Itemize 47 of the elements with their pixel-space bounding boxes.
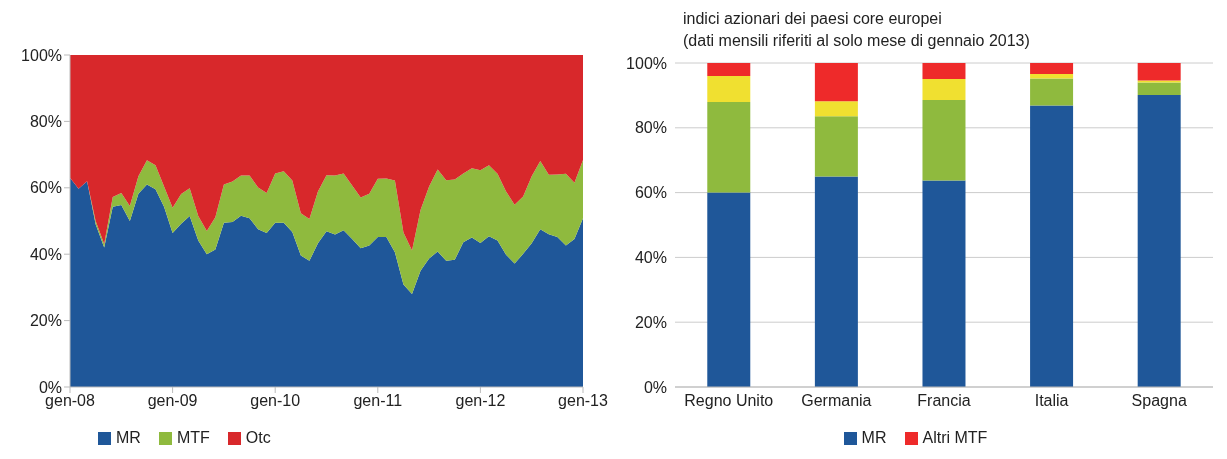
legend-label: Altri MTF	[922, 429, 988, 447]
bar	[814, 176, 858, 387]
bar	[707, 75, 751, 102]
bar	[1030, 78, 1074, 106]
x-tick-label: gen-09	[147, 392, 198, 410]
x-tick-label: Italia	[1034, 392, 1069, 410]
y-tick-label: 60%	[29, 179, 62, 197]
y-tick-label: 100%	[21, 46, 62, 64]
y-tick-label: 20%	[29, 312, 62, 330]
y-tick-label: 80%	[29, 113, 62, 131]
x-tick-label: Spagna	[1131, 392, 1187, 410]
y-tick-label: 0%	[643, 378, 667, 396]
legend-label: MR	[116, 429, 141, 447]
x-tick-label: gen-11	[353, 392, 403, 410]
y-tick-label: 80%	[634, 119, 667, 137]
x-tick-label: Regno Unito	[684, 392, 774, 410]
x-tick-label: Germania	[801, 392, 872, 410]
chart-subtitle: (dati mensili riferiti al solo mese di gennaio 2013)	[683, 31, 1030, 51]
bar	[1137, 82, 1181, 96]
bar	[1030, 105, 1074, 387]
bar	[1137, 63, 1181, 81]
x-tick-label: gen-12	[455, 392, 506, 410]
bar	[922, 63, 966, 79]
bar	[922, 78, 966, 100]
y-tick-label: 60%	[634, 184, 667, 202]
bar	[1137, 95, 1181, 387]
chart-title: indici azionari dei paesi core europei	[683, 9, 943, 29]
y-tick-label: 40%	[29, 245, 62, 263]
legend-label: Otc	[245, 429, 271, 447]
legend-label: MTF	[176, 429, 210, 447]
bar	[814, 101, 858, 117]
y-tick-label: 40%	[634, 249, 667, 267]
bar	[922, 99, 966, 181]
bar	[814, 116, 858, 177]
x-tick-label: gen-10	[250, 392, 301, 410]
bar	[1030, 63, 1074, 75]
y-tick-label: 100%	[626, 54, 667, 72]
bar	[1030, 74, 1074, 79]
legend-label: MR	[861, 429, 887, 447]
x-tick-label: Francia	[917, 392, 971, 410]
bar	[707, 101, 751, 193]
x-tick-label: gen-13	[558, 392, 609, 410]
bar	[922, 180, 966, 387]
bar	[814, 63, 858, 102]
y-tick-label: 20%	[634, 313, 667, 331]
bar	[707, 192, 751, 387]
bar	[707, 63, 751, 76]
